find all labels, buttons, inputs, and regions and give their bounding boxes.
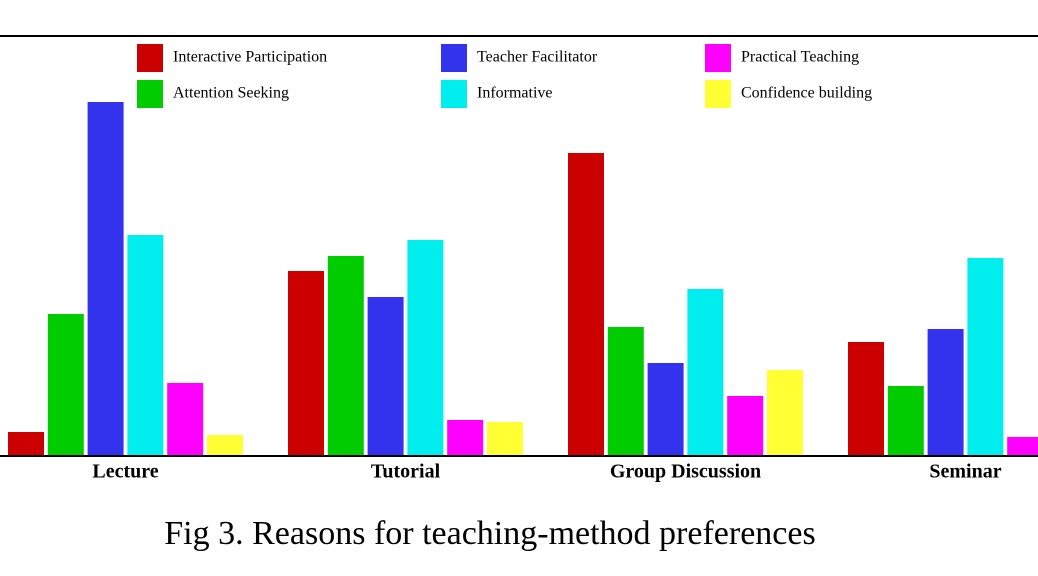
bar <box>1007 437 1038 456</box>
legend-swatch <box>705 44 731 72</box>
legend-swatch <box>441 44 467 72</box>
bar <box>447 420 484 456</box>
bar <box>887 386 924 456</box>
bar <box>687 289 724 456</box>
x-tick-label: Lecture <box>92 461 158 483</box>
legend-swatch <box>705 80 731 108</box>
legend-label: Teacher Facilitator <box>477 49 598 66</box>
bar <box>727 396 764 456</box>
x-tick-label: Tutorial <box>371 461 441 483</box>
legend-label: Confidence building <box>741 85 872 102</box>
bar <box>87 102 124 456</box>
bar <box>127 235 164 456</box>
bar <box>568 153 604 456</box>
bar <box>927 329 964 456</box>
bar <box>407 240 444 456</box>
bar <box>367 297 404 456</box>
legend-label: Practical Teaching <box>741 49 859 66</box>
x-tick-label: Seminar <box>929 461 1001 483</box>
bar <box>647 363 684 456</box>
bar <box>767 370 803 456</box>
legend-swatch <box>137 44 163 72</box>
legend-label: Informative <box>477 85 553 102</box>
bar <box>47 314 84 456</box>
x-tick-label: Group Discussion <box>610 461 761 483</box>
legend-swatch <box>137 80 163 108</box>
chart-title: Fig 3. Reasons for teaching-method prefe… <box>164 515 815 552</box>
legend-swatch <box>441 80 467 108</box>
bar <box>8 432 44 456</box>
bar <box>848 342 884 456</box>
bar <box>967 258 1004 456</box>
bar <box>167 383 204 456</box>
bar <box>327 256 364 456</box>
bar <box>487 422 523 456</box>
legend-label: Interactive Participation <box>173 49 327 66</box>
bar <box>607 327 644 456</box>
legend-label: Attention Seeking <box>173 85 289 102</box>
bar <box>207 435 243 456</box>
bar <box>288 271 324 456</box>
